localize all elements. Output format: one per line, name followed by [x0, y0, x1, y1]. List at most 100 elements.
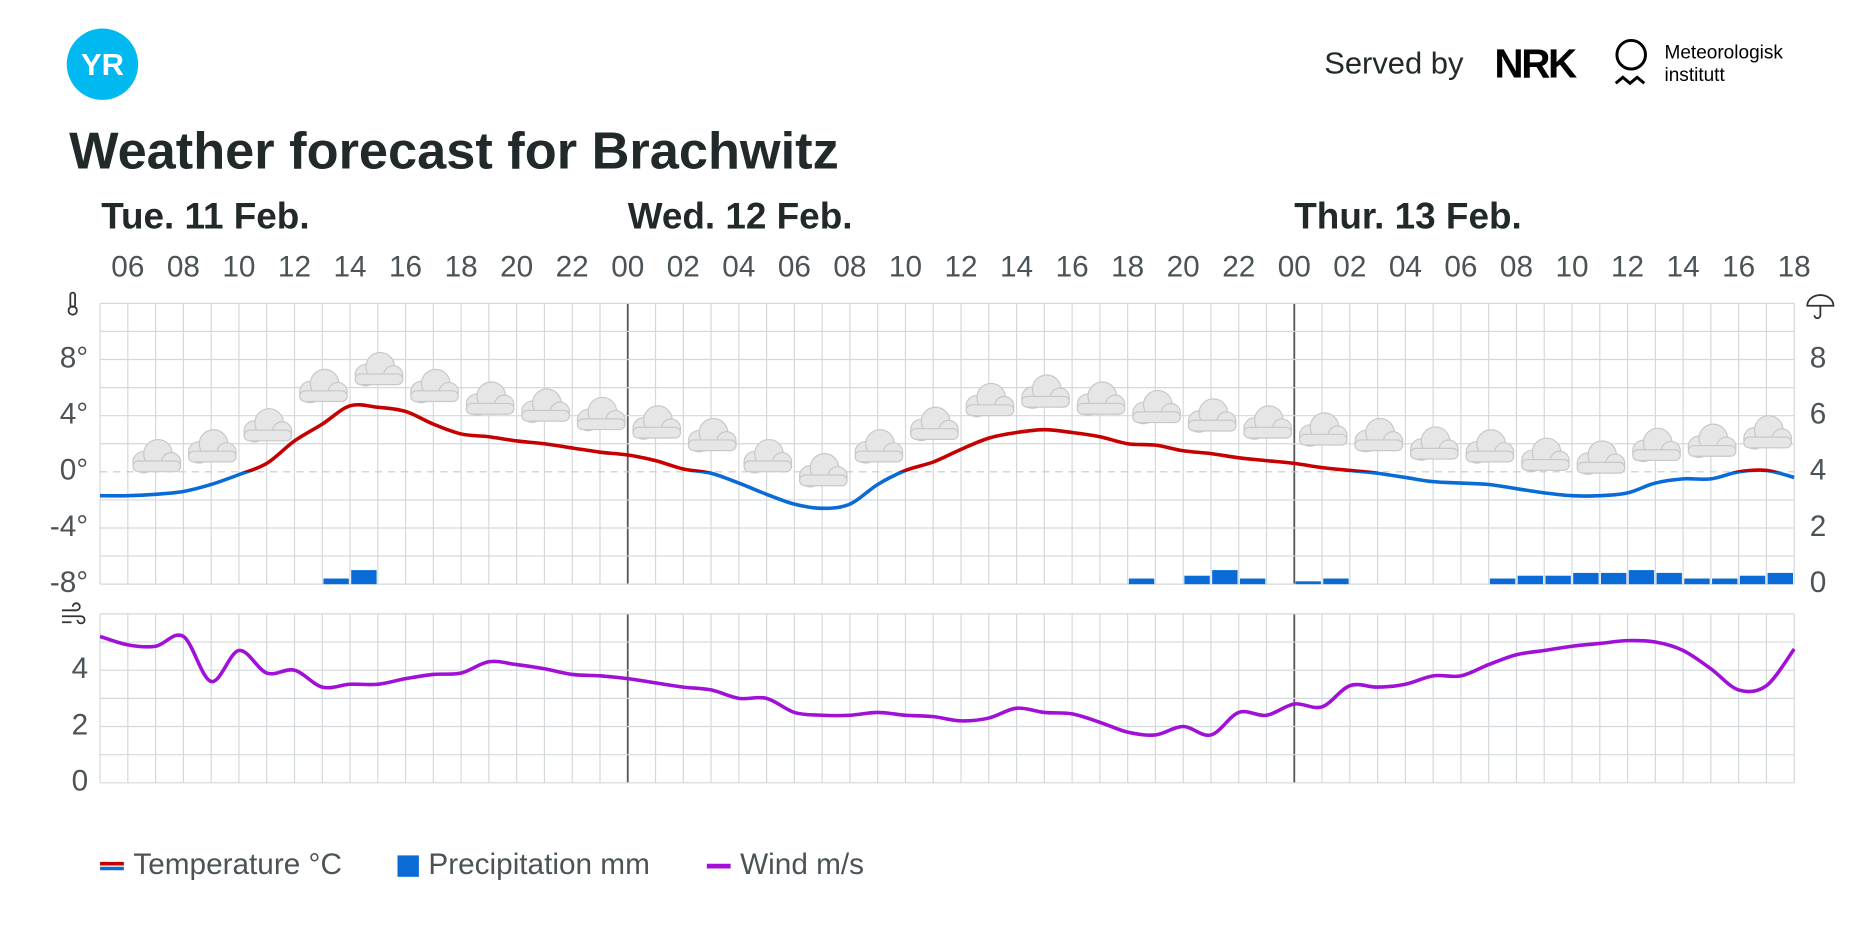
weather-symbol [965, 382, 1015, 418]
cloud-part [354, 373, 404, 386]
y2-tick-label: 6 [1810, 398, 1827, 431]
cloud-part [1632, 449, 1681, 462]
cloud-part [132, 460, 182, 473]
cloud-part [743, 460, 793, 473]
cloud-part [1298, 433, 1348, 446]
x-tick-label: 12 [278, 251, 311, 284]
weather-symbol [521, 388, 571, 423]
yr-logo-text: YR [81, 47, 124, 82]
day-label: Wed. 12 Feb. [628, 196, 853, 237]
weather-symbol [354, 351, 404, 387]
x-tick-label: 22 [556, 251, 589, 284]
x-tick-label: 16 [1056, 251, 1089, 284]
weather-symbol [910, 406, 959, 442]
weather-symbol [299, 368, 348, 404]
weather-symbol [1076, 381, 1126, 416]
cloud-part [1521, 458, 1570, 471]
precipitation-bar [1573, 572, 1599, 585]
cloud-part [1187, 419, 1237, 432]
x-tick-label: 16 [389, 251, 422, 284]
cloud-part [1132, 411, 1182, 424]
served-by: Served by [1324, 46, 1464, 81]
wind-icon [61, 602, 86, 625]
y2-tick-label: 8 [1810, 341, 1827, 374]
weather-symbol [1243, 405, 1293, 440]
x-tick-label: 08 [1500, 251, 1533, 284]
wind-line [99, 633, 1796, 738]
x-tick-label: 20 [500, 251, 533, 284]
cloud-part [854, 450, 904, 463]
x-tick-label: 12 [1611, 251, 1644, 284]
precipitation-bar [323, 578, 349, 585]
cloud-part [1243, 426, 1293, 439]
y2-tick-label: 0 [1810, 566, 1827, 599]
precipitation-bar [351, 570, 377, 585]
cloud-part [187, 450, 237, 463]
precipitation-bar [1545, 575, 1571, 585]
weather-symbol [632, 405, 682, 440]
cloud-part [910, 428, 959, 440]
weather-symbol [243, 408, 293, 443]
cloud-part [687, 439, 737, 452]
precipitation-bar [1239, 578, 1266, 585]
legend-swatch [397, 855, 419, 877]
day-label: Tue. 11 Feb. [101, 196, 309, 237]
precipitation-bar [1684, 578, 1710, 585]
y-tick-label: -8° [50, 566, 88, 599]
weather-symbol [1132, 389, 1182, 425]
y-tick-label: 4° [60, 398, 88, 431]
precipitation-bar [1128, 578, 1155, 585]
met-name: Meteorologisk [1665, 43, 1784, 64]
weather-symbol [1187, 398, 1237, 433]
weather-symbol [798, 453, 848, 488]
weather-symbol [187, 429, 237, 464]
x-tick-label: 06 [1444, 251, 1477, 284]
x-tick-label: 22 [1222, 251, 1255, 284]
cloud-part [243, 429, 293, 442]
umbrella-icon [1806, 294, 1835, 320]
cloud-part [465, 402, 515, 415]
y2-tick-label: 4 [1810, 454, 1827, 487]
cloud-part [1465, 450, 1515, 463]
precipitation-bar [1767, 572, 1794, 585]
weather-symbol [1632, 427, 1681, 463]
cloud-part [1021, 395, 1070, 408]
x-tick-label: 10 [889, 251, 922, 284]
x-tick-label: 20 [1167, 251, 1200, 284]
x-tick-label: 06 [111, 251, 144, 284]
weather-symbol [1409, 426, 1459, 461]
day-label: Thur. 13 Feb. [1294, 196, 1521, 237]
weather-symbol [465, 381, 515, 416]
x-tick-label: 18 [445, 251, 478, 284]
x-tick-label: 18 [1111, 251, 1144, 284]
precipitation-bar [1212, 570, 1238, 585]
met-logo [1615, 38, 1647, 71]
x-tick-label: 08 [833, 251, 866, 284]
x-tick-label: 10 [222, 251, 255, 284]
x-tick-label: 04 [1389, 251, 1422, 284]
y2-tick-label: 2 [1810, 510, 1827, 543]
nrk-logo: NRK [1494, 40, 1577, 86]
weather-symbol [1521, 437, 1570, 473]
precipitation-bar [1656, 572, 1682, 585]
weather-symbol [1354, 417, 1404, 453]
cloud-part [1743, 436, 1793, 449]
temperature-line [100, 402, 1795, 511]
legend-label: Wind m/s [740, 848, 864, 881]
cloud-part [1576, 461, 1626, 474]
x-tick-label: 12 [944, 251, 977, 284]
thermometer-icon [67, 291, 78, 316]
grid [99, 302, 1795, 784]
precipitation-bar [1517, 575, 1544, 585]
x-tick-label: 14 [1667, 251, 1700, 284]
weather-symbol [576, 396, 626, 432]
legend-label: Precipitation mm [428, 848, 649, 881]
x-tick-label: 08 [167, 251, 200, 284]
wind-tick-label: 4 [72, 652, 89, 685]
cloud-part [410, 390, 459, 403]
x-tick-label: 14 [333, 251, 366, 284]
weather-symbol [687, 417, 737, 453]
precipitation-bar [1489, 578, 1516, 585]
